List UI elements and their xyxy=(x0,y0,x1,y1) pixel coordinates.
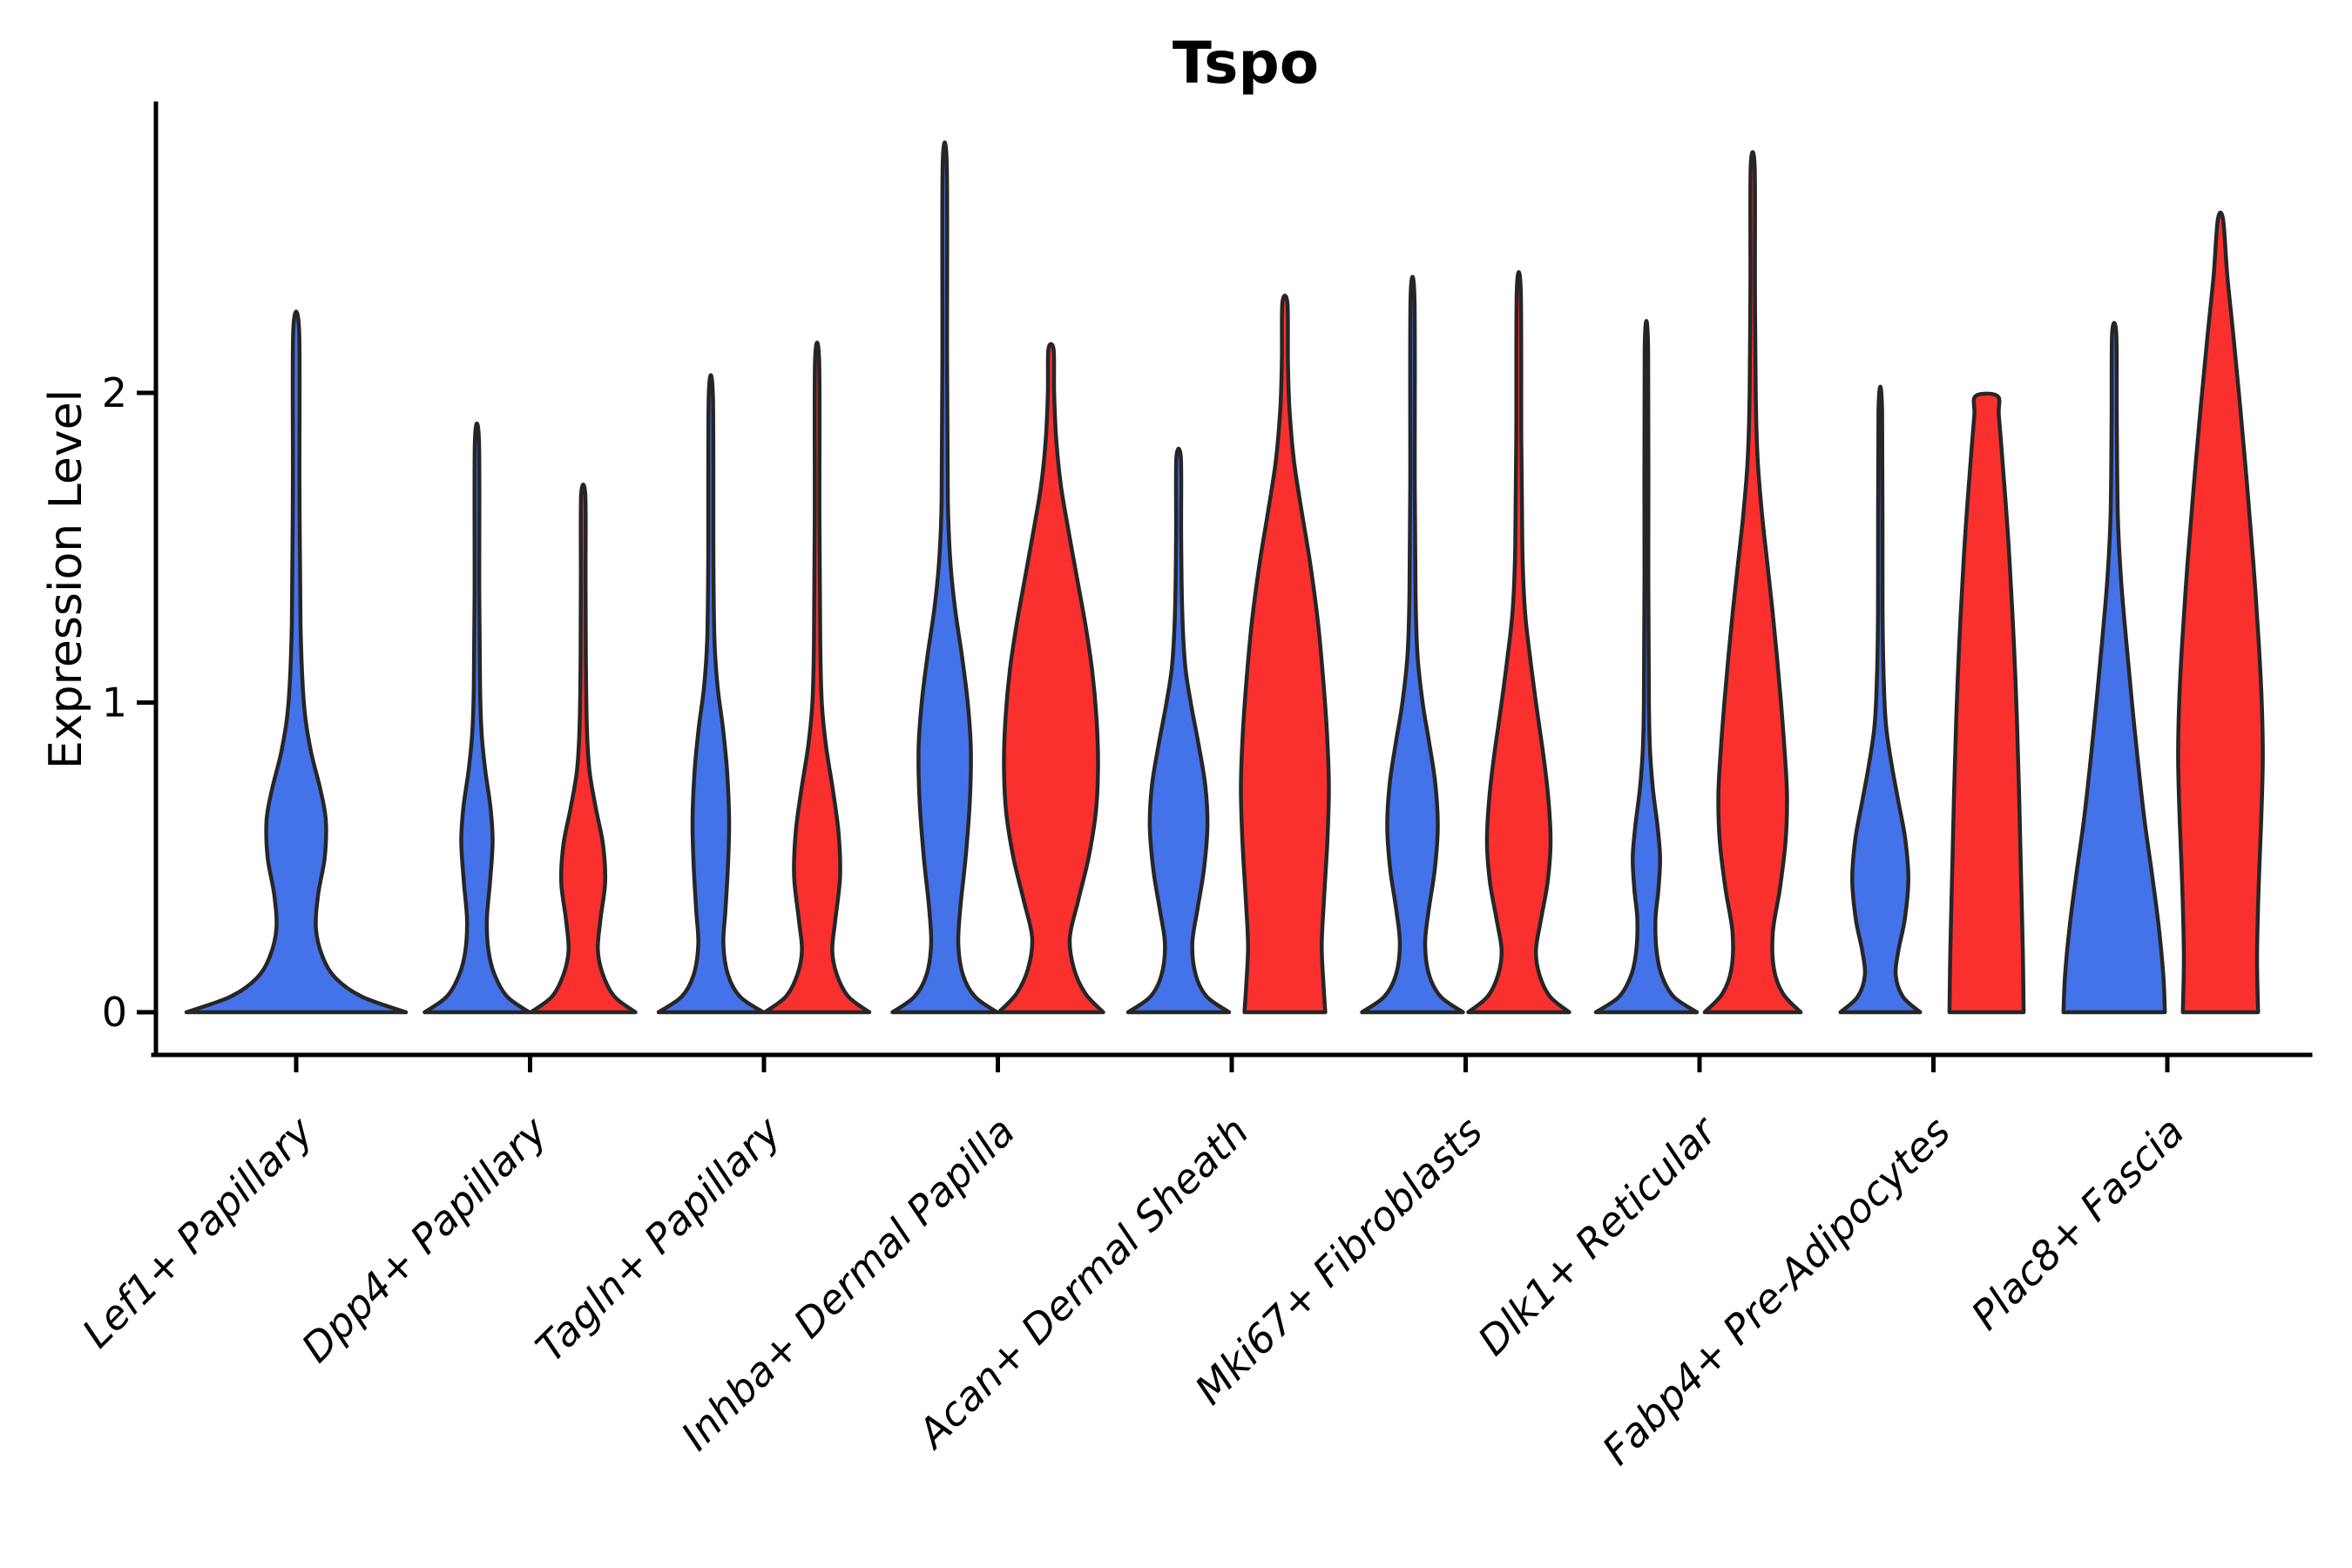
chart-title: Tspo xyxy=(1173,30,1319,97)
x-tick-label: Dlk1+ Reticular xyxy=(1469,1105,1727,1364)
y-axis-label: Expression Level xyxy=(40,389,92,769)
violin-acan-blue xyxy=(1125,446,1232,1015)
violin-dlk1-blue xyxy=(1593,319,1700,1015)
violin-mki67-red xyxy=(1466,270,1571,1015)
violin-fabp4-blue xyxy=(1838,384,1923,1015)
violin-series-group xyxy=(184,140,2265,1015)
violin-lef1-blue xyxy=(184,309,409,1015)
violin-plac8-blue xyxy=(2061,321,2167,1015)
violin-acan-red xyxy=(1239,294,1331,1015)
violin-fabp4-red xyxy=(1947,391,2026,1015)
y-axis-ticks: 0 1 2 xyxy=(102,369,156,1036)
violin-dpp4-red xyxy=(529,483,638,1015)
violin-tagln-red xyxy=(762,340,872,1015)
x-tick-label: Lef1+ Papillary xyxy=(73,1107,322,1356)
x-tick-label: Tagln+ Papillary xyxy=(526,1107,790,1371)
violin-dlk1-red xyxy=(1702,150,1803,1015)
violin-inhba-blue xyxy=(890,140,999,1015)
y-tick-label: 2 xyxy=(102,369,127,416)
y-tick-label: 0 xyxy=(102,989,127,1036)
violin-plac8-red xyxy=(2176,210,2265,1015)
violin-tagln-blue xyxy=(656,373,766,1015)
x-tick-label: Plac8+ Fascia xyxy=(1962,1108,2193,1339)
y-tick-label: 1 xyxy=(102,679,127,727)
x-tick-label: Dpp4+ Papillary xyxy=(293,1107,557,1371)
violin-mki67-blue xyxy=(1360,274,1465,1015)
violin-inhba-red xyxy=(997,341,1105,1015)
violin-dpp4-blue xyxy=(422,421,531,1015)
